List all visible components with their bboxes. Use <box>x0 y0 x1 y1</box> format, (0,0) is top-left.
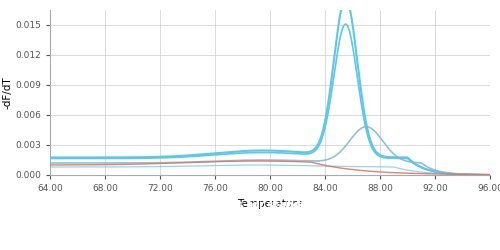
Y-axis label: -dF/dT: -dF/dT <box>2 76 12 109</box>
Text: Figure 2. Melting curves for standard             DNA and: Figure 2. Melting curves for standard DN… <box>100 200 401 209</box>
X-axis label: Temperature: Temperature <box>237 198 303 208</box>
Text: E. coli uidA: E. coli uidA <box>163 200 337 209</box>
Text: contaminated pharmaceutical samples.: contaminated pharmaceutical samples. <box>134 226 366 235</box>
